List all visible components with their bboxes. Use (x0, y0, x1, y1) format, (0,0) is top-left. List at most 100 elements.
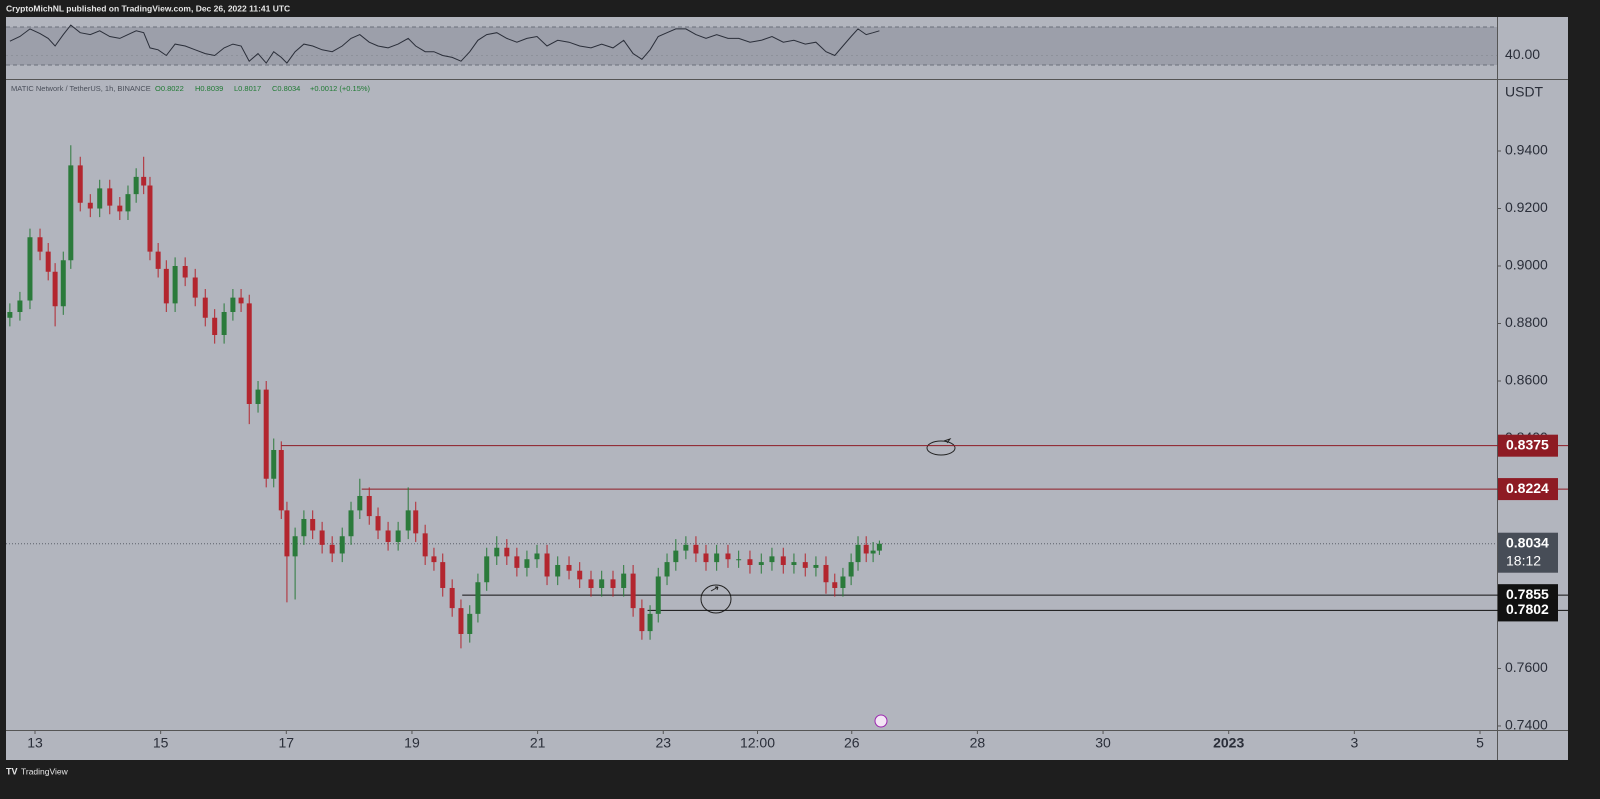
candle-body (848, 562, 854, 577)
candle-body (221, 311, 227, 335)
last-price-box (1498, 532, 1558, 573)
level-label: 0.8224 (1506, 480, 1549, 496)
legend-close: C0.8034 (272, 84, 300, 93)
legend-low: L0.8017 (234, 84, 261, 93)
x-tick-label: 28 (970, 735, 986, 751)
level-label-box (1498, 599, 1558, 622)
x-tick-label: 3 (1350, 735, 1358, 751)
candle-body (77, 165, 83, 203)
candle-body (7, 311, 13, 318)
candle-body (863, 544, 869, 554)
candle-body (172, 266, 178, 304)
candle-body (271, 449, 277, 479)
candle-body (212, 317, 218, 335)
candle-body (736, 559, 742, 561)
x-tick-label: 15 (153, 735, 169, 751)
candle-body (870, 550, 876, 554)
candle-body (155, 251, 161, 269)
candle-body (385, 530, 391, 542)
candle-body (494, 547, 500, 557)
candle-body (163, 268, 169, 304)
level-label: 0.7855 (1506, 586, 1549, 602)
candle-body (621, 573, 627, 588)
x-tick-label: 2023 (1213, 735, 1244, 751)
drawing-circle (700, 584, 732, 614)
candle-body (791, 562, 797, 565)
candle-body (45, 251, 51, 272)
candle-body (832, 582, 838, 588)
candle-body (422, 533, 428, 557)
candle-body (413, 510, 419, 534)
candle-body (780, 556, 786, 565)
candle-body (17, 300, 23, 312)
y-tick-label: 0.9200 (1505, 199, 1548, 215)
candle-body (655, 576, 661, 614)
candle-body (366, 495, 372, 517)
candle-body (555, 564, 561, 577)
candle-body (588, 579, 594, 588)
candle-body (60, 260, 66, 307)
publish-info: CryptoMichNL published on TradingView.co… (6, 3, 290, 13)
candle-body (714, 553, 720, 563)
candle-body (747, 559, 753, 565)
x-tick-label: 17 (279, 735, 295, 751)
candle-body (544, 553, 550, 577)
candle-body (703, 553, 709, 563)
candle-body (647, 613, 653, 632)
legend-high: H0.8039 (195, 84, 223, 93)
candle-body (475, 582, 481, 614)
candle-body (639, 608, 645, 632)
y-tick-label: 0.8800 (1505, 314, 1548, 330)
rsi-tick-label: 40.00 (1505, 46, 1540, 62)
candle-body (467, 613, 473, 634)
brand-name: TradingView (21, 766, 69, 776)
candle-body (255, 389, 261, 404)
legend-open: O0.8022 (155, 84, 184, 93)
drawing-ellipse (926, 440, 956, 456)
candle-body (97, 188, 103, 209)
candle-body (855, 544, 861, 563)
candle-body (125, 194, 131, 212)
y-axis-label: USDT (1505, 84, 1544, 100)
candle-body (319, 530, 325, 545)
x-tick-label: 5 (1476, 735, 1484, 751)
x-tick-label: 26 (844, 735, 860, 751)
candle-body (117, 205, 123, 212)
candle-body (610, 579, 616, 588)
last-price-label: 0.8034 (1506, 534, 1549, 550)
candle-body (68, 165, 74, 261)
candle-body (107, 188, 113, 206)
candle-body (534, 553, 540, 560)
candle-body (693, 544, 699, 554)
rsi-band (6, 26, 1497, 66)
candle-body (147, 185, 153, 252)
x-tick-label: 19 (404, 735, 420, 751)
candle-body (664, 562, 670, 577)
y-tick-label: 0.8600 (1505, 372, 1548, 388)
candle-body (823, 564, 829, 583)
candle-body (440, 562, 446, 588)
candle-body (27, 237, 33, 301)
candle-body (449, 587, 455, 609)
x-tick-label: 23 (655, 735, 671, 751)
candle-body (37, 237, 43, 252)
candle-body (87, 202, 93, 209)
candle-body (813, 564, 819, 568)
candle-body (375, 516, 381, 531)
candle-body (630, 573, 636, 609)
brand-logo: TV (6, 766, 18, 776)
candle-body (876, 543, 882, 551)
candle-body (405, 510, 411, 531)
candle-body (348, 510, 354, 537)
candle-body (357, 495, 363, 511)
candle-body (484, 556, 490, 583)
candle-body (673, 550, 679, 563)
candle-body (284, 510, 290, 557)
y-tick-label: 0.9400 (1505, 142, 1548, 158)
candle-body (202, 297, 208, 318)
candle-body (514, 556, 520, 568)
events-icon[interactable] (874, 714, 888, 728)
candle-body (301, 518, 307, 537)
